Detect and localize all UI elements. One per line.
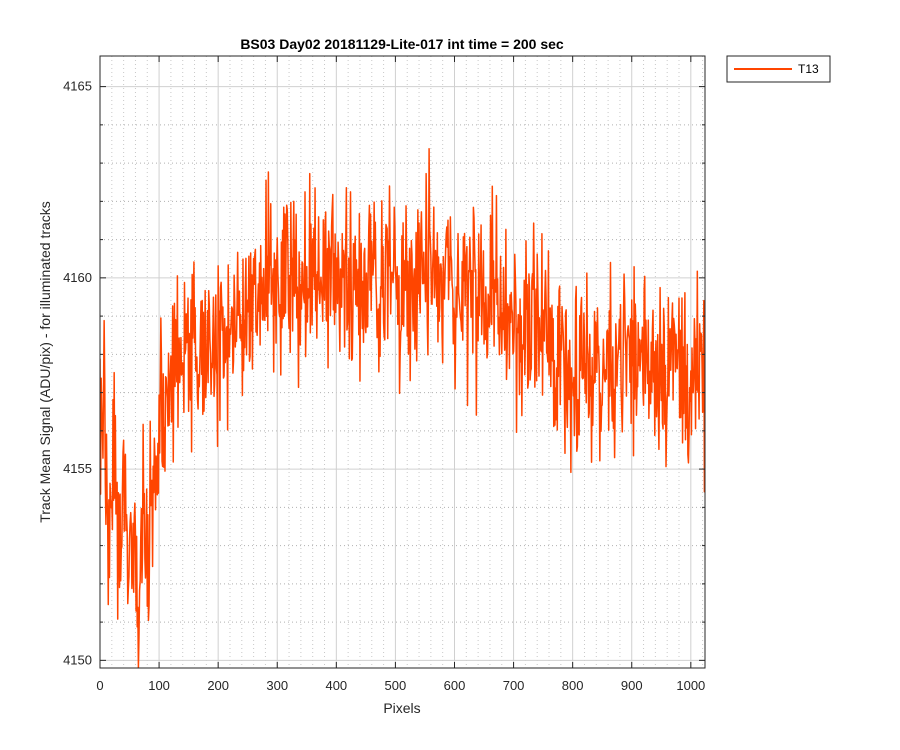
y-axis-label: Track Mean Signal (ADU/pix) - for illumi… <box>37 201 53 523</box>
tick-marks <box>99 56 705 668</box>
x-tick-label: 500 <box>385 678 407 693</box>
legend-label-t13: T13 <box>798 62 819 76</box>
y-tick-label: 4155 <box>63 461 92 476</box>
x-tick-label: 1000 <box>676 678 705 693</box>
series-layer <box>100 148 705 668</box>
y-tick-label: 4165 <box>63 79 92 94</box>
x-tick-label: 700 <box>503 678 525 693</box>
chart-title: BS03 Day02 20181129-Lite-017 int time = … <box>240 36 564 52</box>
x-tick-label: 600 <box>444 678 466 693</box>
y-tick-label: 4160 <box>63 270 92 285</box>
x-tick-labels: 0 100 200 300 400 500 600 700 800 900 1000 <box>96 678 705 693</box>
x-tick-label: 400 <box>325 678 347 693</box>
x-tick-label: 300 <box>266 678 288 693</box>
x-tick-label: 900 <box>621 678 643 693</box>
plot-frame <box>99 55 706 669</box>
y-tick-labels: 4150 4155 4160 4165 <box>63 79 92 668</box>
x-tick-label: 200 <box>207 678 229 693</box>
series-line-t13 <box>100 148 705 668</box>
x-tick-label: 100 <box>148 678 170 693</box>
x-tick-label: 800 <box>562 678 584 693</box>
x-tick-label: 0 <box>96 678 103 693</box>
y-tick-label: 4150 <box>63 652 92 667</box>
x-axis-label: Pixels <box>383 700 420 716</box>
legend: T13 <box>726 55 831 83</box>
